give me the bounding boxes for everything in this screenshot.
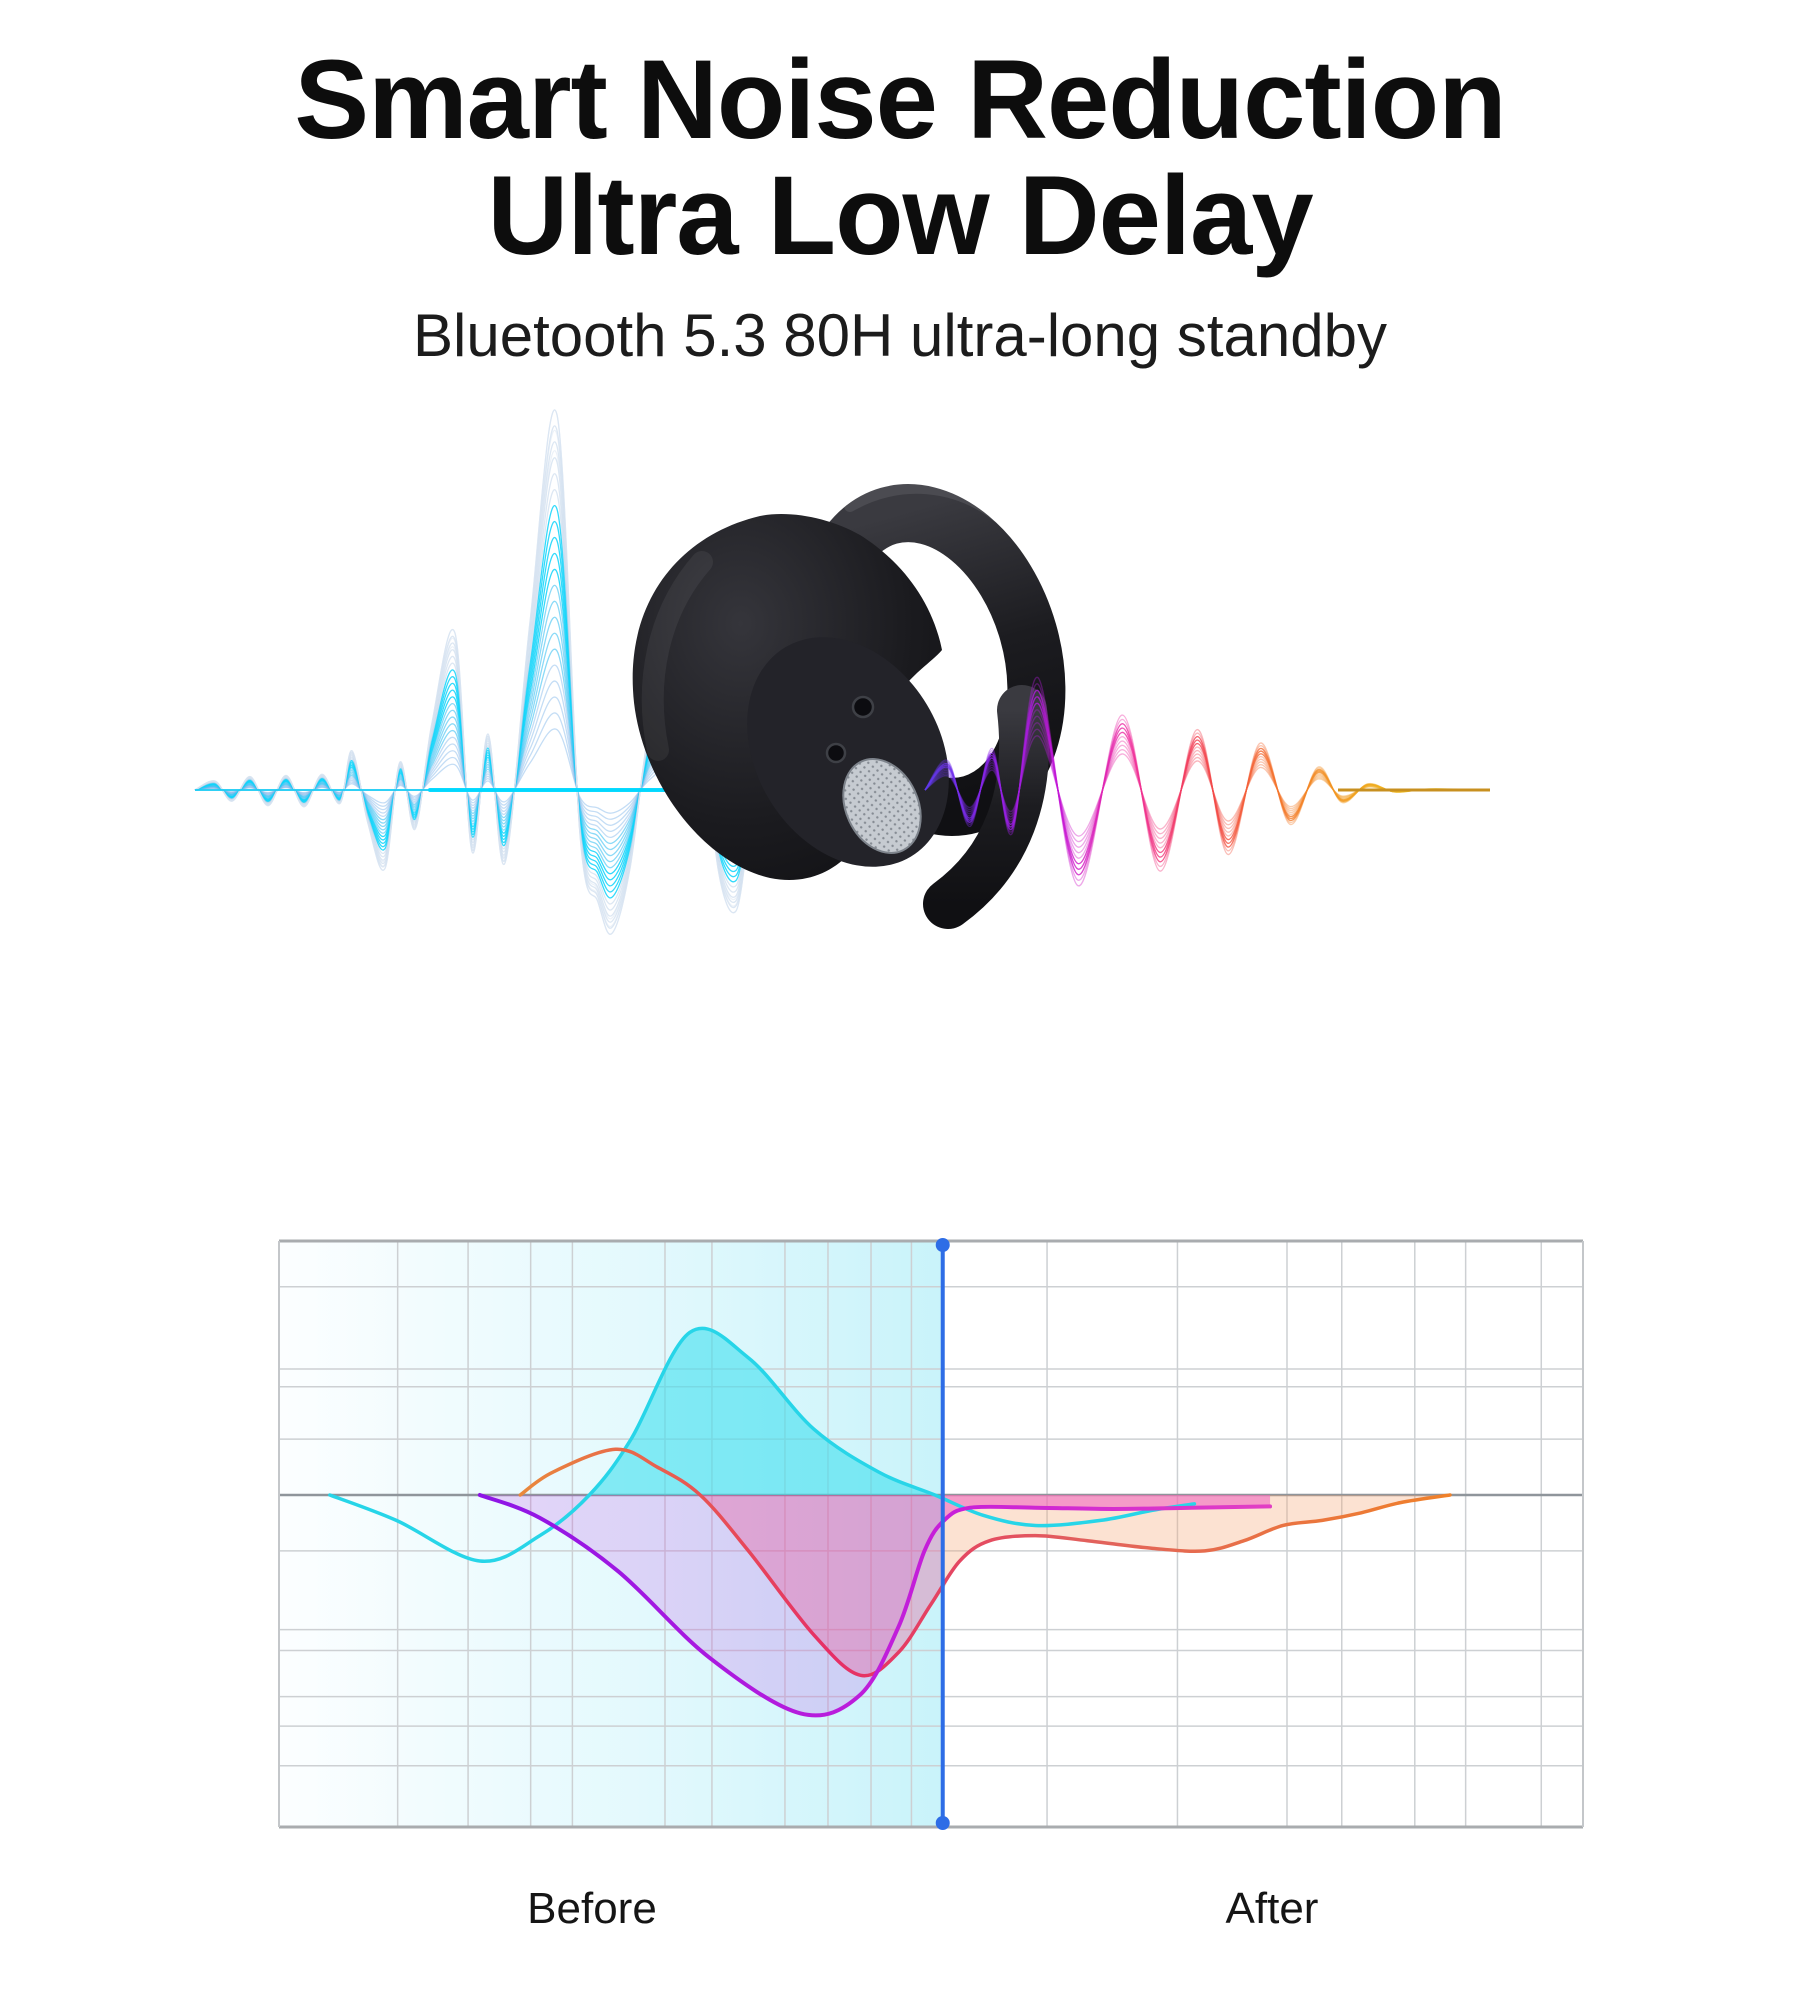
earbud-product-image xyxy=(632,481,1066,929)
earbud-mic-hole xyxy=(851,695,875,719)
page-title-line2: Ultra Low Delay xyxy=(487,153,1313,279)
earbud-hook-sheen xyxy=(844,481,1008,526)
earbud-mic-hole xyxy=(825,742,847,764)
page-subtitle: Bluetooth 5.3 80H ultra-long standby xyxy=(413,301,1387,369)
header: Smart Noise Reduction Ultra Low Delay Bl… xyxy=(0,37,1800,370)
earbud-speaker-grille xyxy=(842,758,922,854)
voice-soundwave-graphic xyxy=(924,676,1491,887)
page-title-line1: Smart Noise Reduction xyxy=(294,37,1506,162)
chart-label-before: Before xyxy=(527,1884,657,1933)
noise-before-after-chart xyxy=(278,1238,1584,1830)
earbud-body-sheen xyxy=(641,551,713,761)
chart-label-after: After xyxy=(1225,1884,1319,1933)
